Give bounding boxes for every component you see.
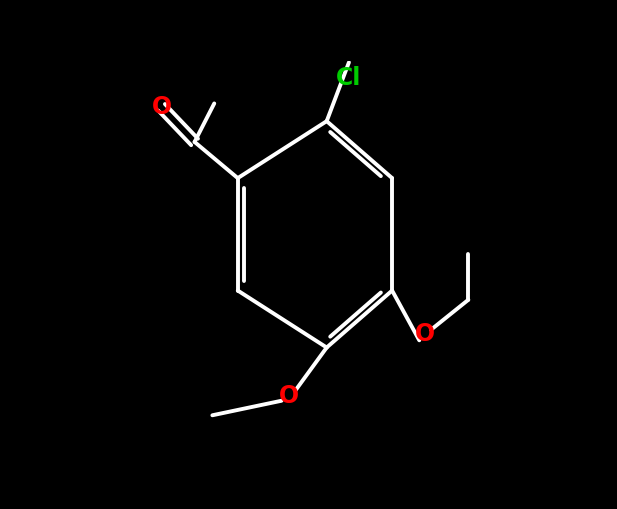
Text: O: O	[415, 322, 435, 347]
Text: Cl: Cl	[336, 66, 362, 90]
Text: O: O	[278, 384, 299, 408]
Text: O: O	[152, 95, 172, 119]
